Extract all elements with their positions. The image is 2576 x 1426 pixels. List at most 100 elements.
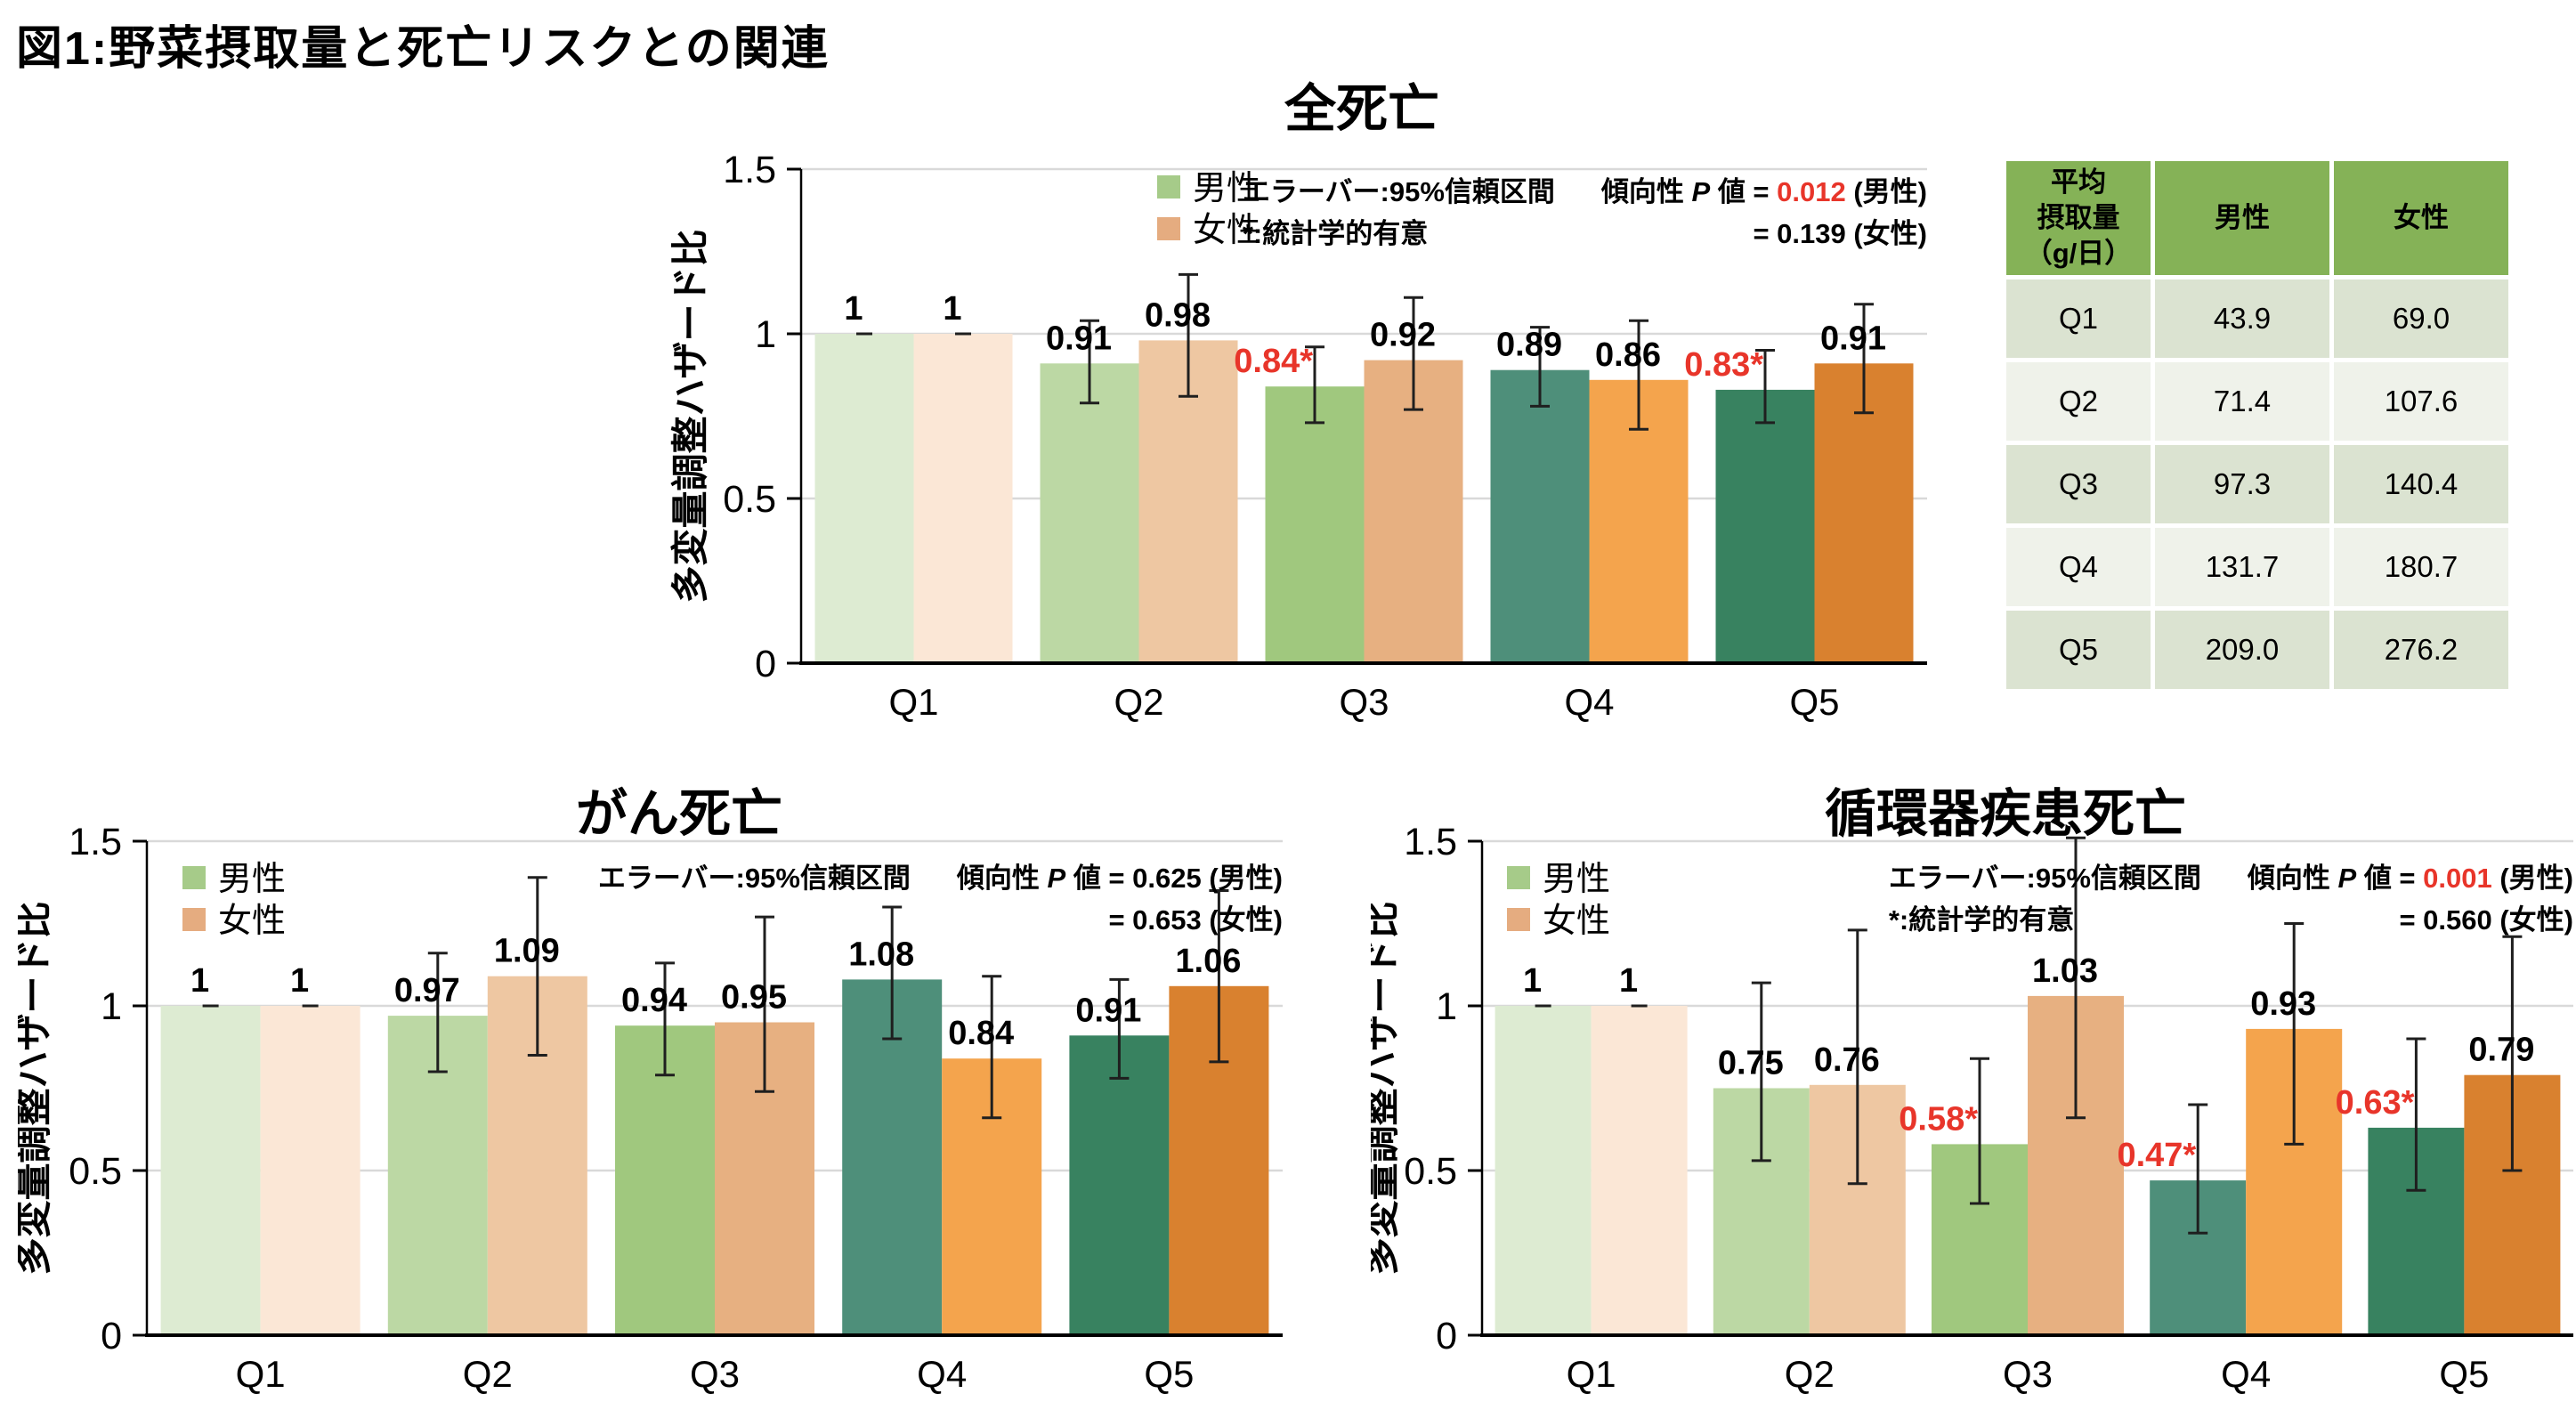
cardiovascular-mortality-plot: 1 1 Q1 0.75 0.76 Q2 0.58* 1.03 Q3 0.47* 0.93 Q4 0.63… <box>1371 785 2573 1395</box>
bar-male-Q5 <box>1715 389 1815 663</box>
annotation-trend-word: 傾向性 <box>1600 176 1692 207</box>
annotation-row-2: *:統計学的有意 = 0.139 (女性) <box>1243 213 1927 255</box>
bar-value-label: 0.86 <box>1595 336 1661 374</box>
legend-female-label: 女性 <box>1543 903 1610 940</box>
annotation-p-female-group: = 0.653 (女性) <box>1108 899 1283 941</box>
annotation-p-female-group: = 0.560 (女性) <box>2399 899 2573 941</box>
table-header-cell-2: 女性 <box>2334 161 2508 275</box>
annotation-row-2: = 0.653 (女性) <box>598 899 1283 941</box>
table-cell: 140.4 <box>2334 445 2508 523</box>
bar-value-label: 0.63* <box>2336 1084 2415 1122</box>
annotation-trend-p-male: 傾向性 P 値 = 0.001 (男性) <box>2248 857 2573 899</box>
annotation-block: エラーバー:95%信頼区間 傾向性 P 値 = 0.001 (男性) *:統計学的有… <box>1889 857 2573 941</box>
table-cell: 97.3 <box>2155 445 2329 523</box>
x-tick-label: Q4 <box>917 1353 967 1395</box>
annotation-female-suffix: (女性) <box>1845 218 1927 249</box>
figure-title: 図1:野菜摂取量と死亡リスクとの関連 <box>16 23 830 75</box>
annotation-p-value-male: 0.001 <box>2423 863 2492 894</box>
x-tick-label: Q5 <box>2439 1353 2489 1395</box>
bar-value-label: 0.75 <box>1718 1045 1784 1082</box>
annotation-equals-female: = <box>1108 904 1133 936</box>
annotation-male-suffix: (男性) <box>1845 176 1927 207</box>
chart-cardiovascular-mortality: 1 1 Q1 0.75 0.76 Q2 0.58* 1.03 Q3 0.47* 0.93 Q4 0.63… <box>1371 761 2576 1426</box>
legend-female-swatch <box>182 908 206 931</box>
bar-value-label: 0.84 <box>948 1015 1014 1052</box>
annotation-p-symbol: P <box>1691 176 1711 207</box>
annotation-p-value-female: 0.560 <box>2423 904 2492 936</box>
chart-title: 全死亡 <box>1284 80 1439 138</box>
table-cell: 276.2 <box>2334 611 2508 689</box>
table-row-label: Q4 <box>2006 528 2151 606</box>
y-tick-label: 0 <box>101 1315 122 1357</box>
y-tick-label: 0 <box>755 643 776 685</box>
table-row-label: Q1 <box>2006 280 2151 358</box>
annotation-equals: 値 = <box>1710 176 1778 207</box>
table-header-cell-0: 平均 摂取量 （g/日） <box>2006 161 2151 275</box>
legend-female-label: 女性 <box>1193 212 1260 249</box>
x-tick-label: Q5 <box>1144 1353 1194 1395</box>
chart-title: がん死亡 <box>576 785 782 843</box>
intake-table: 平均 摂取量 （g/日） 男性 女性 Q1 43.9 69.0 Q2 71.4 107.6 Q3 9… <box>2006 161 2508 689</box>
annotation-male-suffix: (男性) <box>1201 863 1283 894</box>
chart-all-cause-mortality: 1 1 Q1 0.91 0.98 Q2 0.84* 0.92 Q3 0.89 0.86 Q4 0.83*… <box>570 53 1940 757</box>
table-cell: 69.0 <box>2334 280 2508 358</box>
bar-value-label: 1 <box>290 962 309 1000</box>
bar-value-label: 0.97 <box>394 972 460 1009</box>
annotation-p-symbol: P <box>1047 863 1066 894</box>
annotation-block: エラーバー:95%信頼区間 傾向性 P 値 = 0.012 (男性) *:統計学的有… <box>1243 171 1927 255</box>
bar-value-label: 0.89 <box>1496 327 1562 364</box>
annotation-trend-p-male: 傾向性 P 値 = 0.012 (男性) <box>1601 171 1927 213</box>
y-axis-label: 多変量調整ハザード比 <box>1371 901 1402 1275</box>
annotation-row-1: エラーバー:95%信頼区間 傾向性 P 値 = 0.001 (男性) <box>1889 857 2573 899</box>
legend-male-label: 男性 <box>1543 861 1610 898</box>
legend-male-label: 男性 <box>1193 170 1260 207</box>
bar-value-label: 0.93 <box>2250 985 2316 1023</box>
x-tick-label: Q4 <box>1564 681 1614 723</box>
y-tick-label: 1 <box>755 313 776 356</box>
annotation-p-female-group: = 0.139 (女性) <box>1753 213 1927 255</box>
x-tick-label: Q3 <box>2003 1353 2053 1395</box>
bar-value-label: 1.09 <box>494 933 560 970</box>
y-tick-label: 0 <box>1436 1315 1457 1357</box>
y-tick-label: 0.5 <box>723 478 776 521</box>
bar-value-label: 1.06 <box>1175 943 1241 980</box>
y-tick-label: 1 <box>1436 985 1457 1028</box>
annotation-block: エラーバー:95%信頼区間 傾向性 P 値 = 0.625 (男性) = 0.653… <box>598 857 1283 941</box>
annotation-row-2: *:統計学的有意 = 0.560 (女性) <box>1889 899 2573 941</box>
y-tick-label: 1.5 <box>1404 821 1457 863</box>
x-tick-label: Q2 <box>1785 1353 1835 1395</box>
x-tick-label: Q3 <box>690 1353 740 1395</box>
table-cell: 107.6 <box>2334 362 2508 441</box>
annotation-errorbar-note: エラーバー:95%信頼区間 <box>1888 863 2201 894</box>
bar-female-Q1 <box>260 1006 360 1335</box>
bar-value-label: 0.91 <box>1820 320 1886 357</box>
y-tick-label: 1 <box>101 985 122 1028</box>
annotation-trend-p-male: 傾向性 P 値 = 0.625 (男性) <box>957 857 1283 899</box>
bar-value-label: 1 <box>844 290 863 328</box>
bar-value-label: 1 <box>1619 962 1638 1000</box>
all-cause-mortality-plot: 1 1 Q1 0.91 0.98 Q2 0.84* 0.92 Q3 0.89 0.86 Q4 0.83*… <box>669 80 1927 723</box>
bar-value-label: 1 <box>943 290 961 328</box>
bar-male-Q1 <box>160 1006 261 1335</box>
table-row-label: Q3 <box>2006 445 2151 523</box>
bar-value-label: 0.98 <box>1145 296 1211 334</box>
bar-male-Q4 <box>1490 369 1590 663</box>
cancer-mortality-plot: 1 1 Q1 0.97 1.09 Q2 0.94 0.95 Q3 1.08 0.84 Q4 0.91 1.… <box>18 785 1283 1395</box>
annotation-significance-note: *:統計学的有意 <box>1242 218 1429 249</box>
annotation-equals: 値 = <box>1065 863 1133 894</box>
annotation-p-symbol: P <box>2337 863 2357 894</box>
bar-female-Q1 <box>913 334 1013 663</box>
bar-value-label: 0.84* <box>1234 343 1313 380</box>
legend-male-swatch <box>182 866 206 889</box>
bar-male-Q1 <box>814 334 914 663</box>
bar-male-Q5 <box>1069 1035 1170 1335</box>
annotation-equals: 値 = <box>2356 863 2424 894</box>
table-cell: 43.9 <box>2155 280 2329 358</box>
y-tick-label: 0.5 <box>69 1150 122 1193</box>
annotation-significance-note: *:統計学的有意 <box>1888 904 2075 936</box>
annotation-p-value-male: 0.012 <box>1777 176 1846 207</box>
annotation-p-value-female: 0.139 <box>1777 218 1846 249</box>
x-tick-label: Q5 <box>1789 681 1839 723</box>
legend-male-label: 男性 <box>218 861 286 898</box>
annotation-equals-female: = <box>1753 218 1778 249</box>
